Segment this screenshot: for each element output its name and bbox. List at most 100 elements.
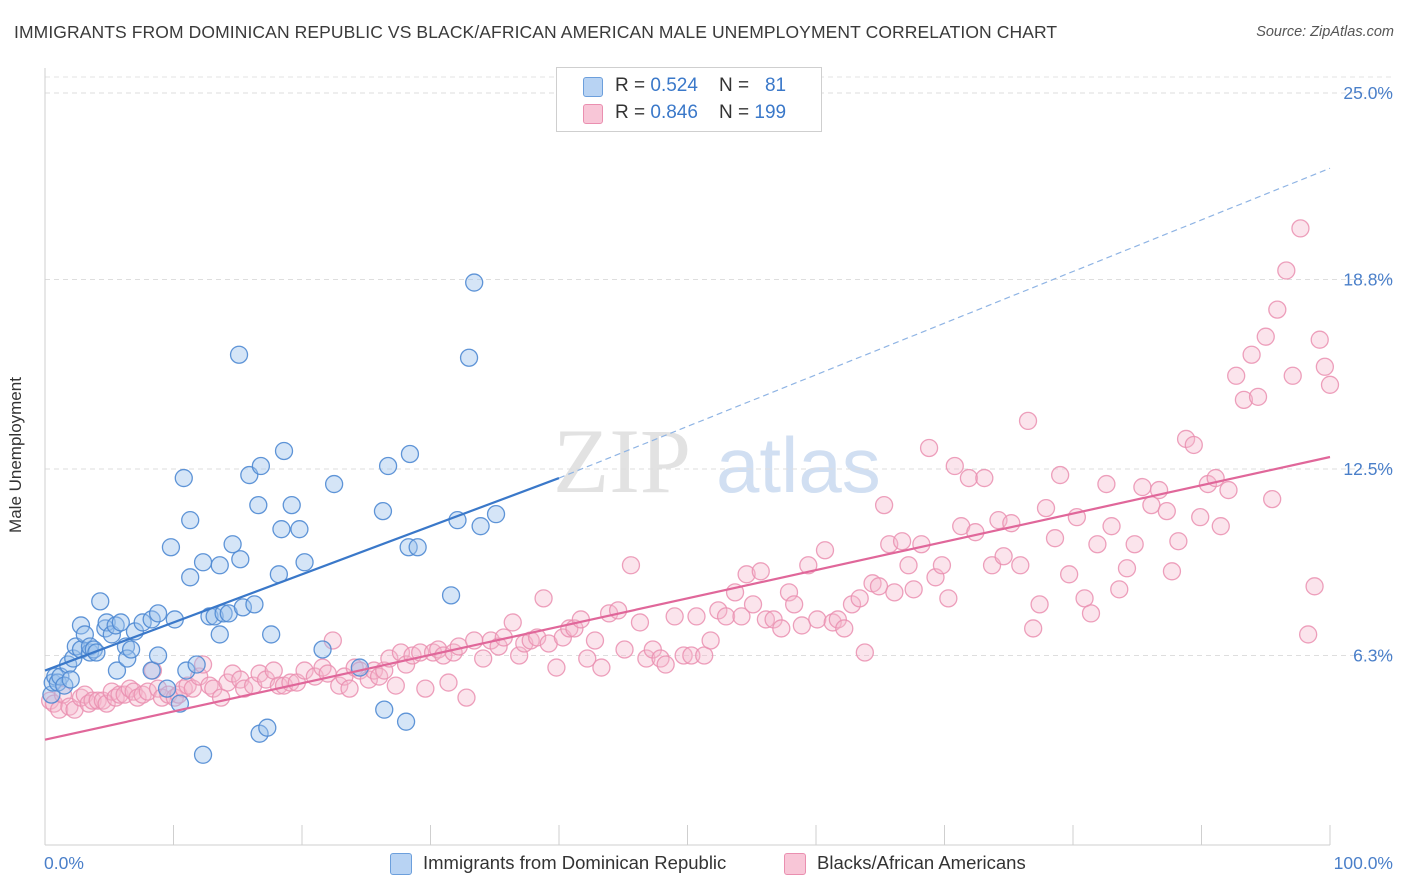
data-point-blacks	[1283, 366, 1302, 385]
data-point-blacks	[919, 438, 939, 458]
data-point-blacks	[966, 523, 985, 542]
data-point-dominican	[71, 616, 91, 635]
data-point-dominican	[441, 586, 461, 605]
bottom-legend-swatch-pink	[784, 853, 806, 875]
data-point-blacks	[1310, 330, 1329, 349]
data-point-dominican	[465, 273, 484, 292]
data-point-dominican	[408, 538, 427, 557]
data-point-dominican	[91, 592, 110, 611]
y-tick-label: 12.5%	[1343, 459, 1393, 479]
data-point-dominican	[229, 345, 249, 364]
data-point-blacks	[1169, 532, 1188, 551]
data-point-blacks	[1234, 390, 1254, 409]
data-point-blacks	[1305, 577, 1324, 596]
data-point-dominican	[177, 661, 196, 680]
data-point-blacks	[386, 676, 405, 695]
data-point-blacks	[1030, 595, 1049, 614]
data-point-blacks	[1045, 529, 1065, 548]
data-point-blacks	[489, 637, 508, 656]
data-point-dominican	[272, 520, 291, 539]
data-point-dominican	[170, 694, 190, 713]
data-point-dominican	[111, 613, 130, 632]
legend-n-label: N =	[719, 75, 755, 96]
data-point-blacks	[1157, 501, 1176, 521]
data-point-blacks	[323, 631, 342, 650]
trend-lines	[44, 167, 1331, 741]
y-tick-labels: 6.3% 12.5% 18.8% 25.0%	[1343, 83, 1393, 665]
data-point-dominican	[313, 640, 332, 659]
data-point-dominican	[459, 348, 479, 367]
data-point-dominican	[214, 604, 233, 623]
data-point-blacks	[1263, 489, 1282, 509]
data-point-blacks	[510, 646, 529, 665]
bottom-legend-swatch-blue	[390, 853, 412, 875]
data-point-blacks	[1075, 589, 1094, 608]
data-point-blacks	[49, 700, 69, 719]
watermark-zip: ZIP	[553, 410, 691, 512]
x-tick-label: 100.0%	[1334, 853, 1393, 873]
data-point-dominican	[181, 511, 200, 530]
chart-title: IMMIGRANTS FROM DOMINICAN REPUBLIC VS BL…	[14, 22, 1058, 42]
data-point-blacks	[743, 595, 763, 614]
data-point-dominican	[274, 441, 294, 461]
data-point-dominican	[157, 679, 177, 698]
data-point-dominican	[373, 501, 393, 521]
data-point-blacks	[751, 562, 770, 581]
data-point-blacks	[608, 601, 628, 620]
data-point-dominican	[324, 474, 344, 494]
data-point-blacks	[83, 691, 102, 710]
data-point-blacks	[1299, 625, 1318, 644]
data-point-dominican	[87, 643, 106, 662]
data-point-blacks	[994, 547, 1013, 566]
data-point-blacks	[975, 468, 994, 488]
data-point-dominican	[193, 553, 213, 572]
data-point-blacks	[615, 640, 634, 659]
data-point-dominican	[75, 625, 94, 644]
data-point-dominican	[251, 456, 271, 476]
data-point-blacks	[1184, 435, 1203, 455]
legend-r-label: R =	[615, 75, 651, 96]
data-point-blacks	[1227, 366, 1246, 385]
data-point-dominican	[295, 553, 314, 572]
data-point-blacks	[133, 685, 152, 704]
data-point-dominican	[210, 625, 229, 644]
data-point-blacks	[885, 583, 904, 602]
data-point-blacks	[295, 661, 314, 680]
data-point-blacks	[869, 577, 889, 596]
data-point-blacks	[732, 607, 751, 626]
data-point-blacks	[1142, 495, 1161, 515]
data-point-blacks	[1011, 556, 1030, 575]
bottom-legend-label: Blacks/African Americans	[817, 852, 1026, 873]
data-point-blacks	[674, 646, 693, 665]
data-point-blacks	[1051, 465, 1070, 485]
data-point-dominican	[486, 504, 506, 524]
legend-n-value: 81	[764, 75, 787, 96]
data-point-blacks	[1081, 604, 1101, 623]
data-point-dominican	[396, 712, 416, 731]
y-axis-label-text: Male Unemployment	[6, 377, 25, 533]
data-point-blacks	[1248, 387, 1268, 406]
data-point-blacks	[656, 655, 675, 674]
data-point-blacks	[1162, 562, 1182, 581]
data-point-blacks	[785, 595, 804, 614]
data-point-blacks	[1036, 498, 1056, 518]
data-point-dominican	[106, 616, 125, 635]
data-point-dominican	[210, 556, 229, 575]
data-point-blacks	[457, 688, 476, 707]
data-point-blacks	[1291, 219, 1310, 238]
data-point-blacks	[534, 589, 553, 608]
data-point-blacks	[779, 583, 799, 602]
data-point-blacks	[687, 607, 706, 626]
data-point-dominican	[148, 646, 168, 665]
data-point-blacks	[799, 556, 818, 575]
watermark: ZIP atlas	[553, 410, 881, 512]
data-point-blacks	[828, 610, 847, 629]
data-point-blacks	[1059, 565, 1079, 584]
legend-swatch-blue	[583, 77, 603, 97]
data-point-blacks	[128, 688, 147, 707]
data-point-dominican	[107, 661, 127, 680]
data-point-blacks	[97, 694, 116, 713]
data-point-blacks	[695, 646, 714, 665]
data-point-blacks	[1219, 480, 1238, 500]
